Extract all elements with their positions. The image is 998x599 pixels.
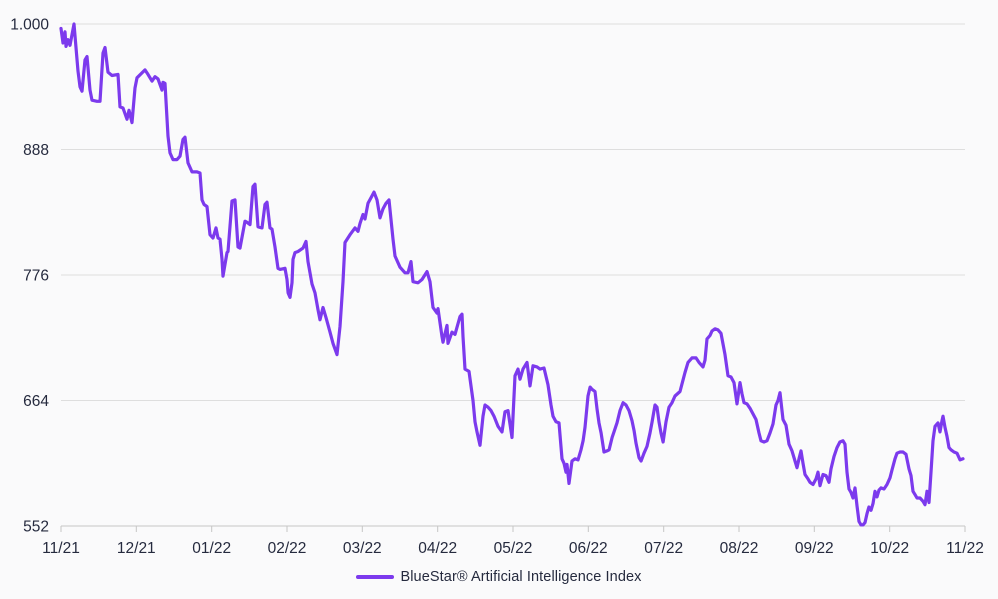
y-axis-label: 888 xyxy=(23,142,49,159)
x-axis-label: 11/22 xyxy=(946,540,984,557)
x-axis-label: 08/22 xyxy=(720,540,759,557)
x-axis-label: 02/22 xyxy=(268,540,307,557)
x-axis-label: 03/22 xyxy=(343,540,382,557)
legend-line-swatch xyxy=(356,575,395,579)
x-axis-label: 06/22 xyxy=(569,540,608,557)
x-axis-label: 12/21 xyxy=(117,540,156,557)
x-axis-label: 09/22 xyxy=(795,540,834,557)
y-axis-label: 1.000 xyxy=(10,16,49,33)
chart-legend: BlueStar® Artificial Intelligence Index xyxy=(0,566,998,588)
x-axis-label: 01/22 xyxy=(192,540,231,557)
x-axis-label: 04/22 xyxy=(418,540,457,557)
x-axis-label: 10/22 xyxy=(870,540,909,557)
y-axis-label: 552 xyxy=(23,518,49,535)
x-axis-label: 05/22 xyxy=(494,540,533,557)
index-line-series xyxy=(59,22,965,527)
x-axis-label: 07/22 xyxy=(644,540,683,557)
y-axis-label: 664 xyxy=(23,393,49,410)
x-axis-label: 11/21 xyxy=(42,540,80,557)
y-axis-label: 776 xyxy=(23,267,49,284)
legend-label: BlueStar® Artificial Intelligence Index xyxy=(400,569,642,585)
